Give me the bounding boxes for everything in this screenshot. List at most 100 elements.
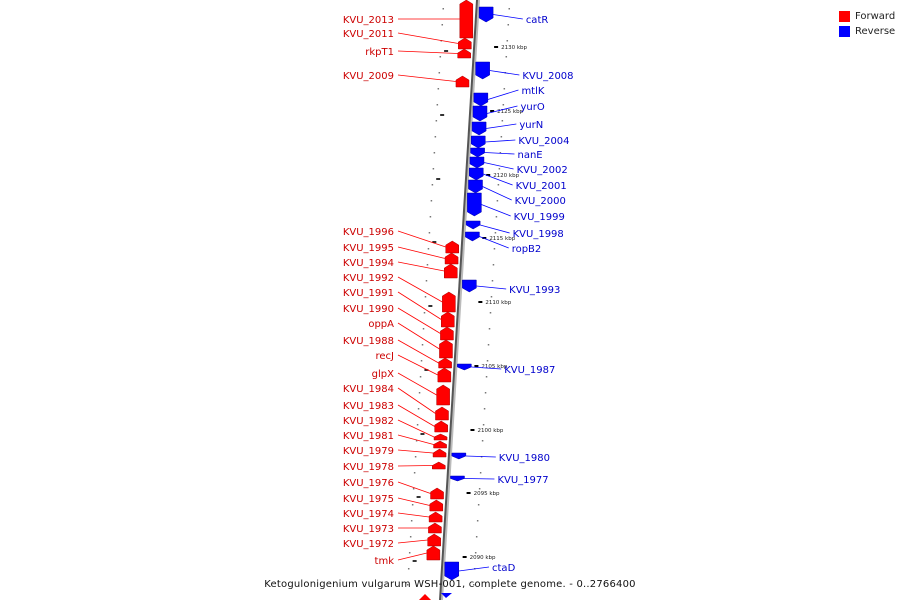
reverse-gene-connector [493,14,523,20]
guide-dot [481,440,484,442]
forward-gene-arrow [445,240,460,254]
reverse-gene-connector [480,224,510,234]
backbone-line [439,0,478,600]
legend-forward: Forward [839,9,895,24]
backbone-shadow [440,0,480,600]
forward-gene-connector [397,387,436,414]
map-caption: Ketogulonigenium vulgarum WSH-001, compl… [264,579,636,590]
reverse-gene-label: KVU_1987 [504,365,555,376]
guide-dot [483,408,486,410]
guide-dot [438,72,441,74]
guide-dot [430,200,433,202]
guide-dot [501,120,504,122]
guide-dot [491,280,494,282]
reverse-gene-label: KVU_1993 [509,285,560,296]
reverse-gene-connector [485,139,516,143]
guide-dot [434,136,437,138]
legend: Forward Reverse [839,9,895,39]
forward-gene-label: KVU_1979 [343,446,394,457]
forward-gene-arrow [457,48,471,59]
reverse-gene-connector [464,478,495,480]
guide-dot [423,312,426,314]
guide-dot [421,344,424,346]
guide-dot [437,88,440,90]
forward-gene-arrow [444,263,458,279]
guide-dot [417,408,420,410]
forward-gene-arrow [427,533,441,547]
guide-dot [506,40,509,42]
forward-gene-label: recJ [376,351,395,362]
reverse-gene-arrow [462,279,477,293]
reverse-gene-label: KVU_2002 [517,165,568,176]
guide-dot [439,56,442,58]
forward-gene-label: KVU_1995 [343,243,394,254]
forward-gene-arrow [426,545,441,561]
guide-dot [498,168,501,170]
guide-dot [507,24,510,26]
guide-dot [418,392,421,394]
guide-dot [425,280,428,282]
guide-dot [431,184,434,186]
reverse-gene-connector [483,173,513,186]
forward-gene-connector [397,434,434,445]
guide-dot [442,8,445,10]
forward-gene-arrow [437,367,452,383]
forward-gene-arrow [459,0,474,39]
forward-gene-label: KVU_1988 [343,336,394,347]
forward-gene-arrow [436,384,450,406]
guide-dot [422,328,425,330]
forward-gene-arrow [441,311,455,328]
forward-gene-arrow [433,433,448,441]
guide-dot [428,232,431,234]
forward-gene-label: oppA [368,319,394,330]
reverse-gene-label: ropB2 [512,244,542,255]
forward-gene-label: rkpT1 [365,47,394,58]
forward-gene-arrow [458,37,472,50]
forward-gene-label: KVU_1991 [343,288,394,299]
guide-dot [435,120,438,122]
reverse-gene-label: KVU_1980 [499,453,550,464]
forward-gene-connector [397,32,459,44]
forward-gene-label: KVU_1975 [343,494,394,505]
forward-gene-connector [397,481,431,494]
reverse-gene-label: nanE [517,150,542,161]
reverse-gene-arrow [444,561,460,581]
forward-gene-label: glpX [372,369,394,380]
forward-gene-arrow [428,511,443,523]
guide-dot [494,232,497,234]
forward-gene-arrow [429,499,444,512]
guide-dot [414,456,417,458]
reverse-gene-connector [465,455,496,458]
forward-gene-label: KVU_2009 [343,71,394,82]
reverse-gene-arrow [450,475,465,482]
forward-gene-connector [397,291,442,320]
tick-label: 2115 kbp [489,236,515,242]
forward-gene-connector [397,74,457,82]
tick-label: 2120 kbp [493,173,519,179]
guide-dot [413,472,416,474]
reverse-gene-label: KVU_2001 [516,181,567,192]
forward-gene-connector [397,339,439,364]
forward-gene-connector [397,307,441,334]
forward-gene-label: KVU_1981 [343,431,394,442]
tick-label: 2090 kbp [470,555,496,561]
reverse-gene-connector [458,566,490,572]
reverse-gene-label: KVU_2008 [522,71,573,82]
reverse-gene-label: KVU_2004 [518,136,569,147]
forward-gene-arrow [444,252,459,265]
forward-gene-arrow [435,406,449,421]
guide-dot [420,360,423,362]
guide-dot [476,520,479,522]
guide-dot [407,568,410,570]
forward-gene-label: KVU_2011 [343,29,394,40]
reverse-gene-label: KVU_1977 [497,475,548,486]
forward-gene-arrow [438,357,452,369]
reverse-gene-arrow [473,92,489,107]
guide-dot [406,584,409,586]
guide-dot [475,536,478,538]
tick-label: 2105 kbp [481,364,507,370]
forward-gene-label: KVU_1992 [343,273,394,284]
guide-dot [505,56,508,58]
tick-label: 2125 kbp [497,109,523,115]
